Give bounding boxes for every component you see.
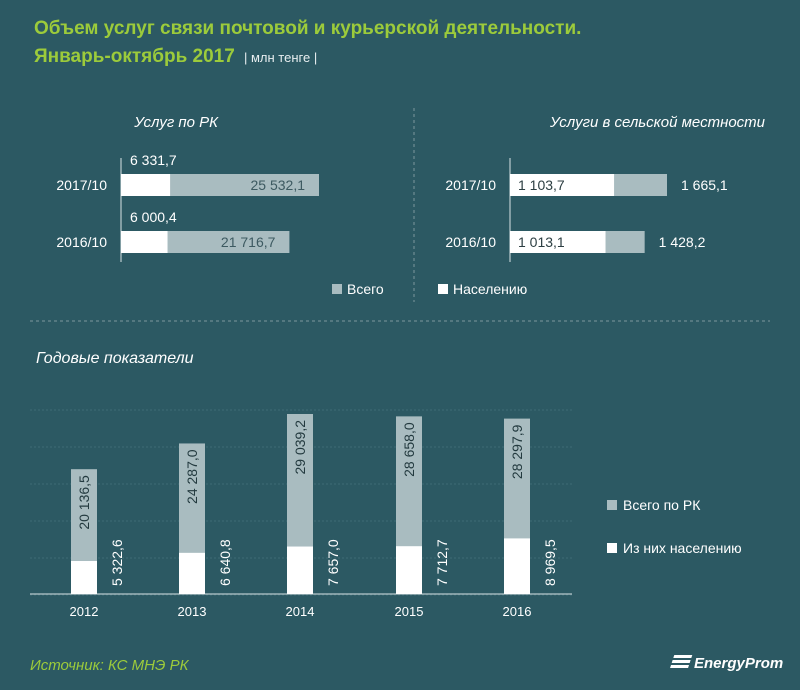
category-label-2017-10: 2017/10: [56, 177, 107, 193]
logo-text: EnergyProm: [694, 655, 784, 672]
year-label-2012: 2012: [70, 604, 99, 619]
data-label-population-2014: 7 657,0: [325, 539, 341, 586]
data-label-population-2015: 7 712,7: [434, 539, 450, 586]
legend-swatch-annual-population: [607, 543, 617, 553]
category-label-rural-2016-10: 2016/10: [445, 234, 496, 250]
chart-title-line2: Январь-октябрь 2017: [34, 46, 235, 67]
bar-population-2012: [71, 561, 97, 594]
bar-total-2017-10: [121, 174, 319, 196]
legend-label-annual-total: Всего по РК: [623, 497, 701, 513]
data-label-total-2012: 20 136,5: [76, 475, 92, 530]
data-label-total-2013: 24 287,0: [184, 449, 200, 504]
data-label-total-rural-2016-10: 1 428,2: [659, 234, 706, 250]
year-label-2016: 2016: [503, 604, 532, 619]
year-label-2014: 2014: [286, 604, 315, 619]
bar-population-2017-10: [121, 174, 171, 196]
bar-population-2015: [396, 546, 422, 594]
data-label-population-2017-10: 6 331,7: [130, 152, 177, 168]
source-note: Источник: КС МНЭ РК: [30, 657, 189, 674]
data-label-total-rural-2017-10: 1 665,1: [681, 177, 728, 193]
panel-title-rk: Услуг по РК: [133, 114, 219, 131]
bar-population-rural-2016-10: [510, 231, 606, 253]
year-label-2015: 2015: [395, 604, 424, 619]
data-label-population-2016: 8 969,5: [542, 539, 558, 586]
data-label-population-2016-10: 6 000,4: [130, 209, 177, 225]
legend-swatch-annual-total: [607, 500, 617, 510]
legend-label-population: Населению: [453, 281, 527, 297]
year-label-2013: 2013: [178, 604, 207, 619]
bar-population-2016: [504, 538, 530, 594]
panel-title-rural: Услуги в сельской местности: [549, 114, 766, 131]
category-label-rural-2017-10: 2017/10: [445, 177, 496, 193]
bar-population-2016-10: [121, 231, 168, 253]
data-label-population-2012: 5 322,6: [109, 539, 125, 586]
data-label-population-rural-2017-10: 1 103,7: [518, 177, 565, 193]
bar-population-2013: [179, 552, 205, 594]
legend-swatch-population: [438, 284, 448, 294]
data-label-total-2016: 28 297,9: [509, 424, 525, 479]
unit-label: | млн тенге |: [244, 50, 318, 65]
data-label-population-2013: 6 640,8: [217, 539, 233, 586]
data-label-total-2015: 28 658,0: [401, 422, 417, 477]
category-label-2016-10: 2016/10: [56, 234, 107, 250]
data-label-total-2016-10: 21 716,7: [221, 234, 276, 250]
bar-population-2014: [287, 546, 313, 594]
bar-population-rural-2017-10: [510, 174, 615, 196]
data-label-total-2017-10: 25 532,1: [251, 177, 306, 193]
legend-swatch-total: [332, 284, 342, 294]
data-label-population-rural-2016-10: 1 013,1: [518, 234, 565, 250]
energyprom-logo: EnergyProm: [669, 655, 784, 672]
logo-icon: [669, 655, 693, 669]
legend-label-total: Всего: [347, 281, 384, 297]
legend-label-annual-population: Из них населению: [623, 540, 742, 556]
data-label-total-2014: 29 039,2: [292, 420, 308, 475]
chart-title-line1: Объем услуг связи почтовой и курьерской …: [34, 18, 582, 39]
panel-title-annual: Годовые показатели: [36, 350, 194, 367]
